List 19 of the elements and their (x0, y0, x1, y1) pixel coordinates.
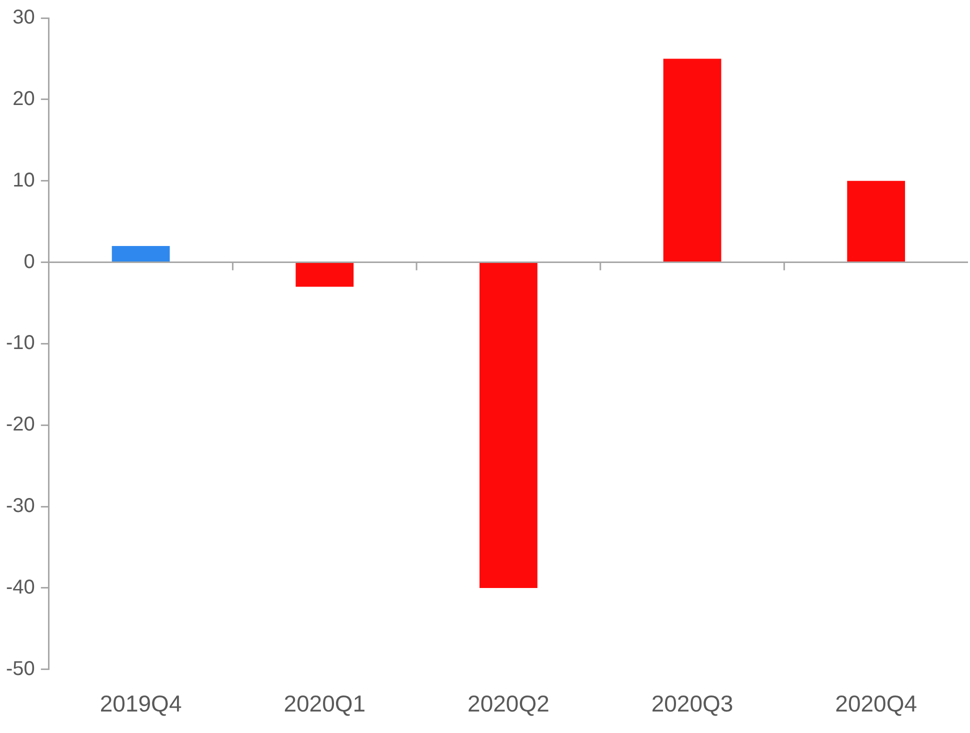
y-tick-label: 20 (12, 88, 35, 110)
y-tick-label: -30 (6, 495, 35, 518)
y-tick-label: -40 (6, 576, 35, 598)
bar (847, 180, 906, 262)
y-tick-label: 10 (12, 169, 35, 192)
x-tick-label: 2020Q4 (835, 690, 918, 717)
x-tick-label: 2019Q4 (100, 690, 182, 717)
x-tick-label: 2020Q2 (468, 690, 550, 717)
y-tick-label: -10 (6, 332, 35, 354)
y-tick-label: -20 (6, 414, 35, 436)
bar (296, 263, 354, 287)
bar (663, 58, 722, 262)
x-tick-label: 2020Q1 (284, 690, 366, 717)
y-tick-label: 0 (24, 250, 35, 273)
y-tick-label: 30 (12, 6, 35, 29)
bar (480, 263, 538, 588)
y-tick-label: -50 (6, 658, 35, 680)
x-tick-label: 2020Q3 (651, 690, 734, 717)
bar (112, 246, 170, 262)
